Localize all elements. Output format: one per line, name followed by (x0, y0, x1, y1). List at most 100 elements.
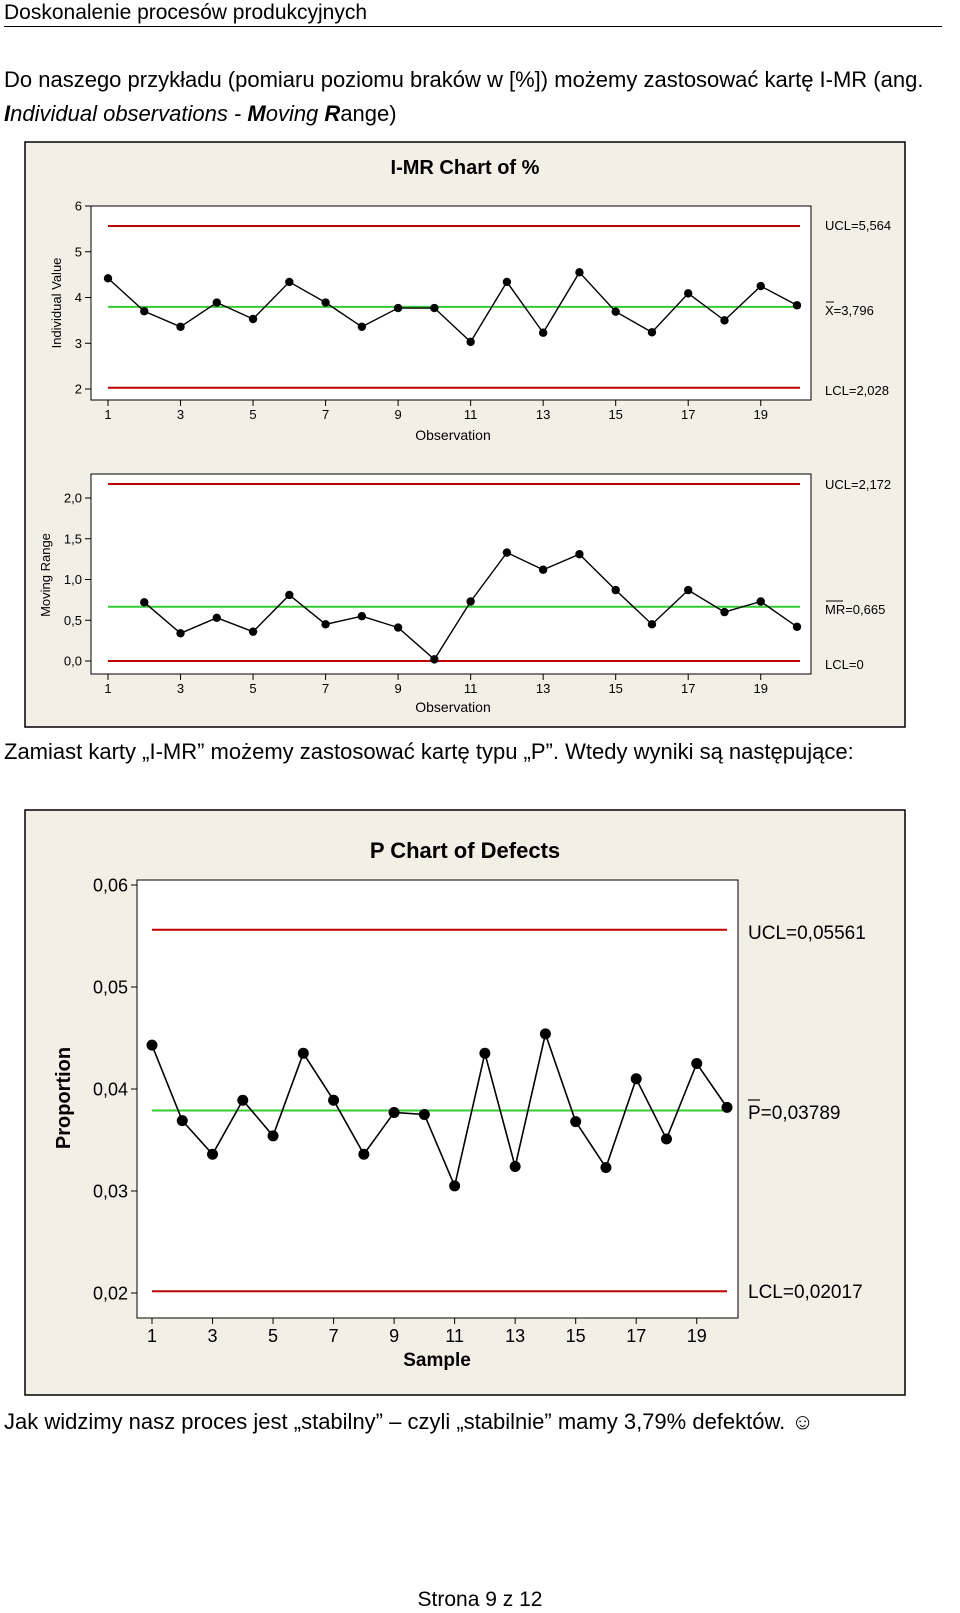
individual-y-tick-label: 4 (75, 290, 82, 305)
mr-x-tick-label: 3 (177, 681, 184, 696)
mr-data-point (248, 627, 258, 636)
intro-r-bold: R (324, 101, 341, 126)
p-x-axis-label: Sample (403, 1350, 471, 1371)
mr-data-point (321, 620, 330, 629)
imr-chart-title: I-MR Chart of % (391, 157, 540, 179)
p-data-point (630, 1073, 642, 1085)
p-x-tick-label: 7 (329, 1326, 339, 1346)
p-data-point (721, 1101, 733, 1113)
mr-data-point (756, 597, 765, 606)
p-data-point (146, 1039, 158, 1051)
mr-y-tick-label: 0,5 (64, 613, 82, 628)
page-footer: Strona 9 z 12 (417, 1588, 543, 1611)
p-y-axis-label: Proportion (53, 1047, 75, 1149)
individual-x-tick-label: 17 (681, 407, 695, 422)
mr-data-point (430, 655, 439, 664)
mr-data-point (285, 590, 294, 600)
individual-data-point (140, 307, 149, 316)
p-lcl-label: LCL=0,02017 (748, 1282, 863, 1303)
p-x-tick-label: 5 (268, 1326, 278, 1346)
mr-x-tick-label: 11 (464, 681, 478, 696)
p-y-tick-label: 0,05 (93, 977, 128, 997)
individual-data-point (212, 298, 221, 307)
individual-x-tick-label: 13 (536, 407, 550, 422)
mr-data-point (140, 598, 149, 607)
mr-data-point (357, 611, 367, 621)
mr-y-axis-label: Moving Range (38, 533, 53, 617)
individual-data-point (756, 281, 765, 291)
individual-y-tick-label: 6 (75, 199, 82, 214)
mr-y-tick-label: 0,0 (64, 654, 82, 669)
individual-data-point (357, 322, 367, 331)
individual-data-point (684, 289, 693, 298)
individual-ucl-label: UCL=5,564 (825, 218, 891, 233)
mr-lcl-label: LCL=0 (825, 657, 864, 672)
individual-data-point (575, 268, 584, 277)
mr-y-tick-label: 1,0 (64, 572, 82, 587)
individual-x-tick-label: 15 (608, 407, 622, 422)
mr-x-tick-label: 5 (249, 681, 256, 696)
p-x-tick-label: 19 (687, 1326, 707, 1346)
mr-x-tick-label: 7 (322, 681, 329, 696)
mr-data-point (393, 623, 403, 632)
mr-data-point (684, 585, 693, 595)
individual-y-tick-label: 5 (75, 244, 82, 259)
p-y-tick-label: 0,02 (93, 1283, 128, 1303)
intro-paragraph: Do naszego przykładu (pomiaru poziomu br… (4, 63, 954, 131)
p-data-point (600, 1162, 612, 1174)
p-plot-area (136, 879, 739, 1319)
p-y-tick-label: 0,04 (93, 1079, 128, 1099)
individual-lcl-label: LCL=2,028 (825, 383, 889, 398)
individual-data-point (647, 328, 657, 337)
mr-x-tick-label: 13 (536, 681, 550, 696)
individual-center-label: X=3,796 (825, 303, 874, 318)
p-data-point (479, 1047, 491, 1059)
individual-data-point (176, 322, 185, 331)
p-y-tick-label: 0,06 (93, 875, 128, 895)
individual-data-point (538, 328, 548, 337)
mr-data-point (212, 613, 221, 623)
mr-data-point (466, 597, 475, 606)
mr-data-point (575, 550, 584, 559)
p-x-tick-label: 13 (505, 1326, 525, 1346)
p-data-point (509, 1161, 521, 1173)
individual-y-tick-label: 3 (75, 336, 82, 351)
middle-paragraph: Zamiast karty „I-MR” możemy zastosować k… (4, 739, 854, 764)
p-data-point (328, 1094, 340, 1106)
intro-i-bold: I (4, 101, 11, 126)
p-x-tick-label: 1 (147, 1326, 157, 1346)
mr-x-tick-label: 1 (104, 681, 111, 696)
individual-x-tick-label: 1 (104, 407, 111, 422)
individual-data-point (430, 303, 439, 313)
individual-x-tick-label: 11 (464, 407, 478, 422)
document-header-title: Doskonalenie procesów produkcyjnych (4, 0, 942, 27)
individual-y-axis-label: Individual Value (49, 258, 64, 349)
mr-ucl-label: UCL=2,172 (825, 477, 891, 492)
individual-x-tick-label: 5 (249, 407, 256, 422)
p-data-point (388, 1106, 400, 1118)
p-data-point (297, 1047, 309, 1059)
intro-text: Do naszego przykładu (pomiaru poziomu br… (4, 67, 924, 92)
p-x-tick-label: 15 (566, 1326, 586, 1346)
mr-data-point (647, 620, 657, 629)
individual-data-point (285, 277, 294, 287)
mr-x-tick-label: 19 (754, 681, 768, 696)
individual-plot-area (90, 205, 812, 401)
p-data-point (418, 1109, 430, 1120)
mr-data-point (502, 548, 512, 557)
individual-data-point (321, 298, 330, 307)
mr-plot-area (90, 473, 812, 675)
mr-x-axis-label: Observation (415, 699, 490, 715)
mr-center-label: MR=0,665 (825, 602, 885, 617)
p-center-label: P=0,03789 (748, 1103, 840, 1124)
p-x-tick-label: 3 (208, 1326, 218, 1346)
p-data-point (207, 1148, 219, 1160)
mr-y-tick-label: 2,0 (64, 491, 82, 506)
individual-data-point (393, 303, 403, 313)
individual-x-axis-label: Observation (415, 427, 490, 443)
intro-moving-text: oving (265, 101, 325, 126)
mr-data-point (611, 585, 620, 595)
mr-x-tick-label: 15 (608, 681, 622, 696)
individual-x-tick-label: 7 (322, 407, 329, 422)
individual-data-point (720, 316, 729, 325)
